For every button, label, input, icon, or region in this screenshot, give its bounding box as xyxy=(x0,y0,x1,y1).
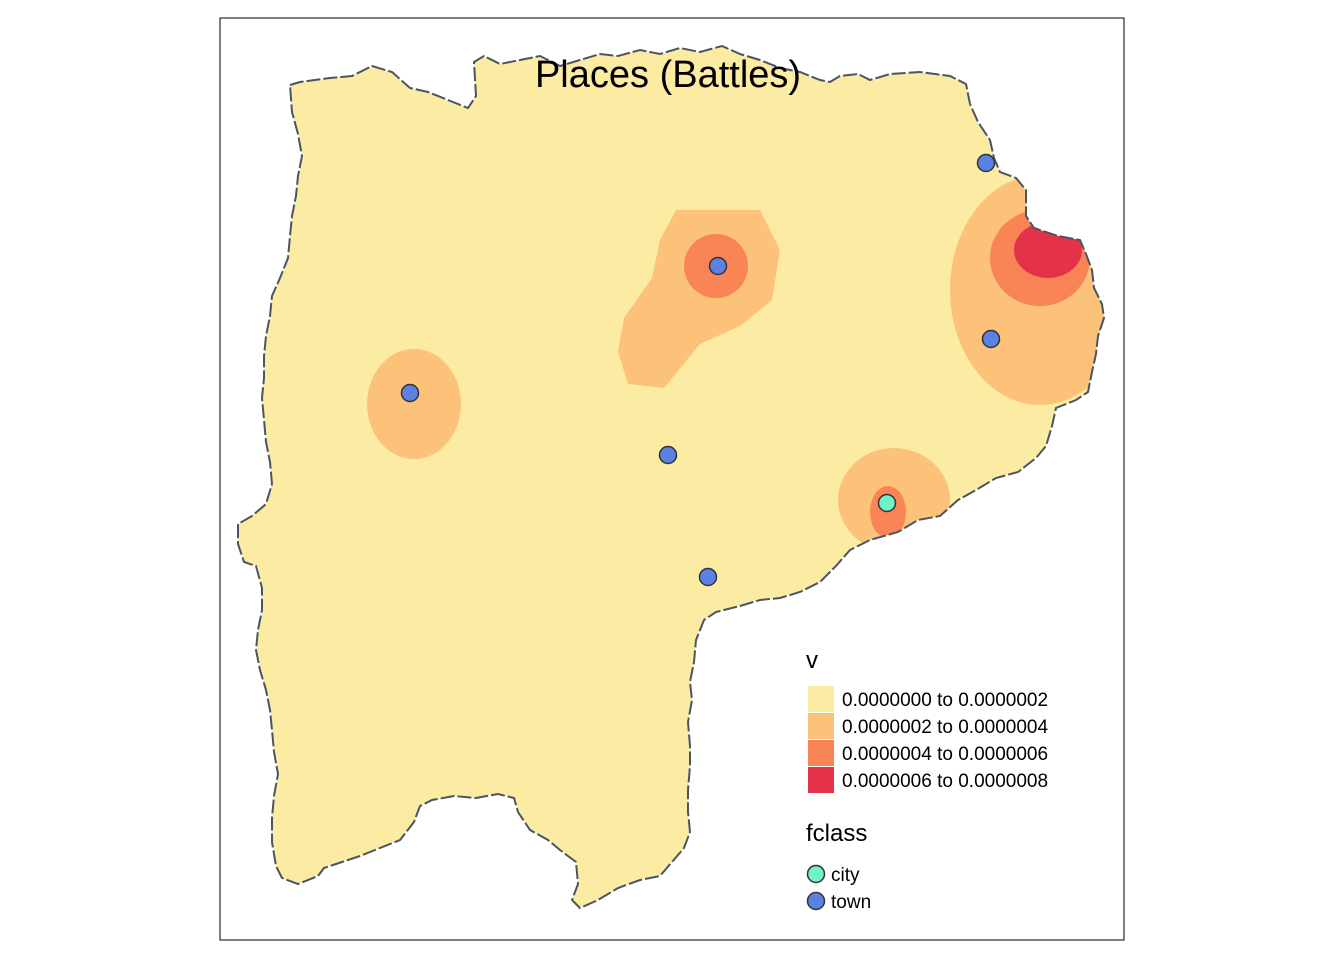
region-boundary xyxy=(237,44,1106,910)
legend-label: 0.0000004 to 0.0000006 xyxy=(842,744,1048,765)
region-fill xyxy=(238,46,1104,908)
legend-town-marker xyxy=(806,891,826,911)
town-point[interactable] xyxy=(698,567,718,587)
town-point[interactable] xyxy=(658,445,678,465)
map-title: Places (Battles) xyxy=(535,54,801,96)
town-point[interactable] xyxy=(976,153,996,173)
legend-label: 0.0000000 to 0.0000002 xyxy=(842,690,1048,711)
legend-swatch xyxy=(808,740,834,766)
legend-label-city: city xyxy=(831,865,860,886)
raster-legend-title: v xyxy=(806,647,818,674)
density-raster xyxy=(238,46,1104,908)
city-point[interactable] xyxy=(877,493,897,513)
legend-swatch xyxy=(808,767,834,793)
legend-label-town: town xyxy=(831,892,871,913)
hotspot-west xyxy=(367,349,461,459)
town-point[interactable] xyxy=(708,256,728,276)
raster-legend: v 0.0000000 to 0.0000002 0.0000002 to 0.… xyxy=(806,647,1048,793)
legend-label: 0.0000002 to 0.0000004 xyxy=(842,717,1048,738)
places-layer xyxy=(400,153,1001,587)
point-legend-title: fclass xyxy=(806,820,867,847)
legend-swatch xyxy=(808,713,834,739)
legend-city-marker xyxy=(806,864,826,884)
legend-label: 0.0000006 to 0.0000008 xyxy=(842,771,1048,792)
town-point[interactable] xyxy=(400,383,420,403)
legend-swatch xyxy=(808,686,834,712)
town-point[interactable] xyxy=(981,329,1001,349)
point-legend: fclass city town xyxy=(806,820,871,913)
